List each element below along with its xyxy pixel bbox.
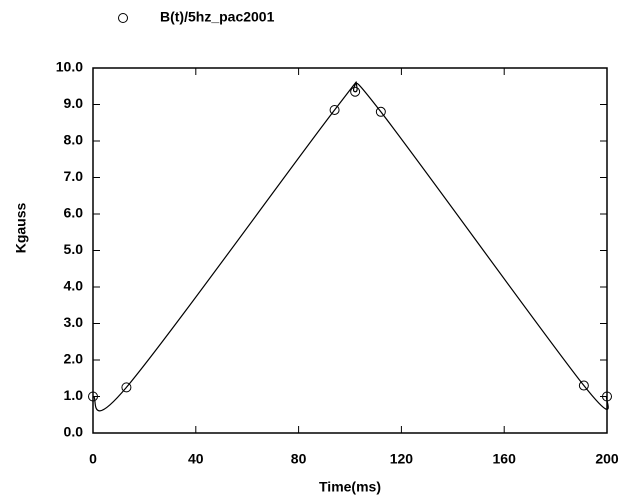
series-line — [92, 81, 609, 412]
data-point — [88, 391, 98, 402]
data-point — [121, 382, 132, 393]
y-tick-label: 5.0 — [64, 241, 84, 257]
legend-marker — [118, 13, 128, 23]
x-tick-label: 120 — [390, 451, 414, 467]
x-tick-label: 40 — [188, 451, 204, 467]
x-tick-label: 200 — [595, 451, 619, 467]
x-axis-label: Time(ms) — [319, 479, 381, 495]
y-tick-label: 3.0 — [64, 314, 84, 330]
y-axis-label: Kgauss — [13, 203, 29, 254]
x-tick-label: 0 — [89, 451, 97, 467]
plot-frame — [92, 67, 608, 434]
data-point — [350, 86, 361, 97]
y-tick-label: 1.0 — [64, 387, 84, 403]
data-point — [578, 380, 589, 391]
y-tick-label: 8.0 — [64, 132, 84, 148]
y-tick-label: 0.0 — [64, 424, 84, 440]
x-tick-label: 80 — [291, 451, 307, 467]
data-point — [602, 391, 612, 402]
y-tick-label: 4.0 — [64, 278, 84, 294]
y-tick-label: 9.0 — [64, 95, 84, 111]
data-point — [375, 106, 386, 117]
legend-label: B(t)/5hz_pac2001 — [160, 9, 275, 25]
y-tick-label: 2.0 — [64, 351, 84, 367]
y-tick-label: 6.0 — [64, 205, 84, 221]
x-tick-label: 160 — [493, 451, 517, 467]
data-point — [329, 104, 340, 115]
y-tick-label: 10.0 — [56, 59, 83, 75]
y-tick-label: 7.0 — [64, 168, 84, 184]
